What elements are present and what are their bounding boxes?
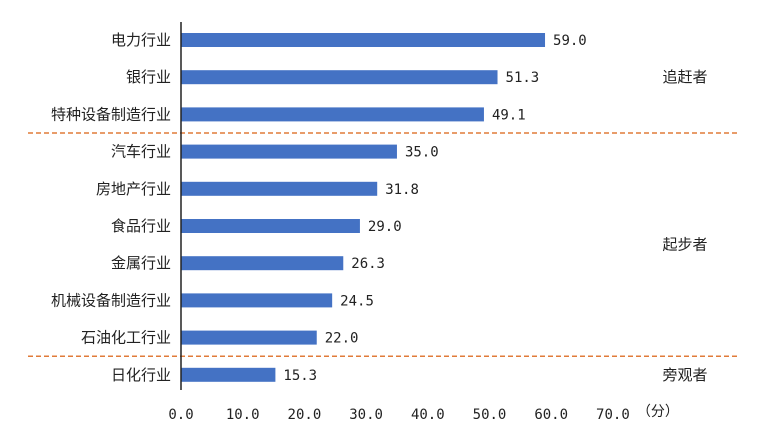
category-label: 日化行业 [111,366,171,384]
x-tick-label: 0.0 [168,407,193,423]
value-label: 24.5 [340,293,374,309]
category-label: 特种设备制造行业 [51,105,171,123]
category-label: 汽车行业 [111,143,171,161]
value-label: 31.8 [385,182,419,198]
bar-8 [181,330,317,345]
value-label: 49.1 [492,107,526,123]
category-label: 石油化工行业 [81,329,171,347]
x-tick-label: 40.0 [411,407,445,423]
group-dividers [28,132,740,357]
category-label: 食品行业 [111,217,171,235]
category-label: 房地产行业 [96,180,171,198]
value-label: 26.3 [351,256,385,272]
value-label: 22.0 [325,331,359,347]
bar-7 [181,293,333,308]
value-label: 15.3 [283,368,317,384]
x-tick-label: 60.0 [534,407,568,423]
bar-9 [181,367,276,382]
x-unit-label: （分） [637,404,679,420]
bar-2 [181,107,484,122]
category-label: 机械设备制造行业 [51,291,171,309]
value-label: 29.0 [368,219,402,235]
category-label: 电力行业 [111,31,171,49]
x-tick-label: 70.0 [596,407,630,423]
bar-1 [181,70,498,85]
category-labels: 电力行业银行业特种设备制造行业汽车行业房地产行业食品行业金属行业机械设备制造行业… [51,31,171,384]
x-tick-label: 10.0 [226,407,260,423]
bar-5 [181,219,360,233]
bar-4 [181,181,378,196]
bar-0 [181,33,546,47]
bars-layer [181,33,546,382]
x-tick-label: 20.0 [288,407,322,423]
value-label: 51.3 [506,70,540,86]
bar-3 [181,144,397,159]
bar-6 [181,256,344,271]
x-tick-label: 50.0 [473,407,507,423]
x-tick-label: 30.0 [349,407,383,423]
value-label: 59.0 [553,33,587,49]
value-label: 35.0 [405,145,439,161]
category-label: 金属行业 [111,254,171,272]
group-label: 起步者 [662,236,707,254]
category-label: 银行业 [126,68,171,86]
value-labels: 59.0 51.3 49.1 35.0 31.8 29.0 26.3 24.5 22.0 15.3 [283,33,586,384]
x-tick-labels: 0.0 10.0 20.0 30.0 40.0 50.0 60.0 70.0 [168,407,629,423]
group-label: 追赶者 [662,68,707,86]
group-label: 旁观者 [662,366,707,384]
